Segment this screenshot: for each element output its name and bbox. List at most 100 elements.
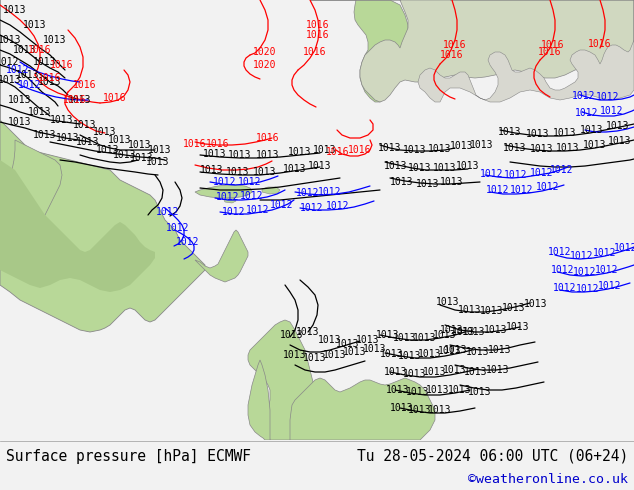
Text: 1013: 1013: [38, 77, 61, 87]
Text: 1013: 1013: [480, 306, 504, 316]
Text: 1013: 1013: [583, 140, 607, 150]
Text: 1012: 1012: [551, 265, 575, 275]
Text: 1012: 1012: [600, 106, 624, 116]
Polygon shape: [310, 0, 408, 102]
Text: 1016: 1016: [306, 30, 330, 40]
Text: 1013: 1013: [228, 150, 252, 160]
Text: 1013: 1013: [498, 127, 522, 137]
Polygon shape: [10, 140, 62, 275]
Text: 1013: 1013: [452, 327, 476, 337]
Text: 1013: 1013: [436, 297, 460, 307]
Polygon shape: [195, 185, 252, 198]
Text: 1016: 1016: [29, 45, 52, 55]
Text: 1012: 1012: [573, 91, 596, 101]
Text: 1013: 1013: [8, 95, 32, 105]
Text: 1016: 1016: [103, 93, 127, 103]
Text: 1013: 1013: [464, 367, 488, 377]
Polygon shape: [224, 198, 236, 203]
Text: 1016: 1016: [440, 50, 463, 60]
Text: 1013: 1013: [13, 45, 37, 55]
Polygon shape: [290, 378, 435, 440]
Text: 1013: 1013: [33, 57, 57, 67]
Text: 1013: 1013: [68, 95, 92, 105]
Text: 1013: 1013: [486, 365, 510, 375]
Text: 1013: 1013: [8, 117, 32, 127]
Text: 1012: 1012: [530, 168, 553, 178]
Text: 1012: 1012: [486, 185, 510, 195]
Text: 1013: 1013: [113, 150, 137, 160]
Text: 1013: 1013: [418, 349, 442, 359]
Text: 1012: 1012: [536, 182, 560, 192]
Text: 1013: 1013: [406, 387, 430, 397]
Text: 1013: 1013: [384, 367, 408, 377]
Text: 1013: 1013: [226, 167, 250, 177]
Text: 1016: 1016: [256, 133, 280, 143]
Text: 1012: 1012: [213, 177, 236, 187]
Text: 1013: 1013: [444, 345, 468, 355]
Text: 1013: 1013: [391, 177, 414, 187]
Text: 1013: 1013: [0, 75, 22, 85]
Text: 1013: 1013: [393, 333, 417, 343]
Text: 1013: 1013: [283, 164, 307, 174]
Text: 1016: 1016: [303, 47, 327, 57]
Text: 1016: 1016: [588, 39, 612, 49]
Text: 1016: 1016: [50, 60, 74, 70]
Text: 1013: 1013: [438, 346, 462, 356]
Text: 1013: 1013: [76, 137, 100, 147]
Text: 1012: 1012: [548, 247, 572, 257]
Polygon shape: [0, 160, 155, 292]
Text: 1013: 1013: [502, 303, 526, 313]
Polygon shape: [310, 0, 634, 102]
Text: 1012: 1012: [166, 223, 190, 233]
Text: 1016: 1016: [327, 147, 350, 157]
Text: 1013: 1013: [469, 387, 492, 397]
Text: 1012: 1012: [598, 281, 622, 291]
Polygon shape: [195, 230, 248, 282]
Text: 1013: 1013: [204, 149, 227, 159]
Text: 1020: 1020: [253, 47, 277, 57]
Text: 1012: 1012: [327, 201, 350, 211]
Text: 1012: 1012: [156, 207, 180, 217]
Text: 1013: 1013: [458, 305, 482, 315]
Text: 1013: 1013: [466, 347, 489, 357]
Text: 1013: 1013: [336, 339, 359, 349]
Text: Surface pressure [hPa] ECMWF: Surface pressure [hPa] ECMWF: [6, 448, 251, 464]
Text: 1013: 1013: [308, 161, 332, 171]
Text: 1013: 1013: [356, 335, 380, 345]
Text: 1013: 1013: [343, 347, 366, 357]
Text: 1012: 1012: [301, 203, 324, 213]
Text: 1013: 1013: [417, 179, 440, 189]
Text: 1012: 1012: [550, 165, 574, 175]
Text: 1013: 1013: [74, 120, 97, 130]
Text: 1013: 1013: [23, 20, 47, 30]
Text: 1013: 1013: [253, 167, 277, 177]
Text: 1013: 1013: [130, 153, 154, 163]
Text: 1012: 1012: [223, 207, 246, 217]
Text: 1012: 1012: [176, 237, 200, 247]
Text: 1013: 1013: [33, 130, 57, 140]
Text: 1013: 1013: [408, 405, 432, 415]
Text: 1016: 1016: [348, 145, 372, 155]
Text: 1013: 1013: [93, 127, 117, 137]
Text: 1013: 1013: [553, 128, 577, 138]
Text: 1013: 1013: [56, 133, 80, 143]
Text: 1013: 1013: [146, 157, 170, 167]
Text: 1013: 1013: [363, 344, 387, 354]
Text: 1013: 1013: [426, 385, 450, 395]
Text: 1013: 1013: [16, 70, 40, 80]
Text: 1012: 1012: [504, 170, 527, 180]
Text: 1013: 1013: [43, 35, 67, 45]
Text: 1012: 1012: [553, 283, 577, 293]
Text: 1013: 1013: [403, 369, 427, 379]
Text: 1013: 1013: [386, 385, 410, 395]
Text: 1013: 1013: [606, 121, 630, 131]
Polygon shape: [248, 360, 270, 440]
Text: Tu 28-05-2024 06:00 UTC (06+24): Tu 28-05-2024 06:00 UTC (06+24): [357, 448, 628, 464]
Text: 1012: 1012: [296, 188, 320, 198]
Text: 1013: 1013: [256, 150, 280, 160]
Text: 1016: 1016: [443, 40, 467, 50]
Text: 1016: 1016: [206, 139, 230, 149]
Text: 1013: 1013: [433, 330, 456, 340]
Text: 1013: 1013: [440, 325, 463, 335]
Text: 1013: 1013: [303, 353, 327, 363]
